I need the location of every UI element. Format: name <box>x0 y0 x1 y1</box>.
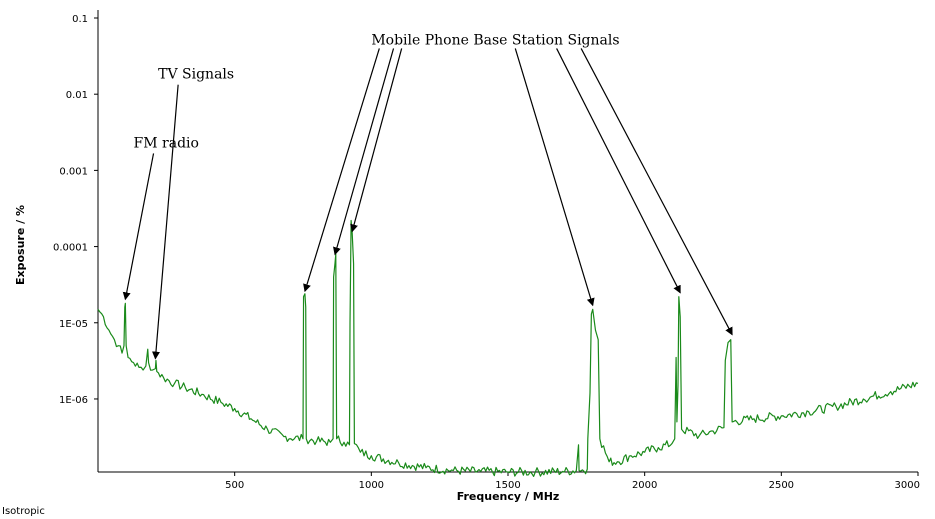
y-tick-label: 1E-06 <box>59 395 88 406</box>
x-tick-label: 2000 <box>632 480 657 491</box>
annotation-label: FM radio <box>134 135 199 151</box>
x-axis-title: Frequency / MHz <box>457 490 560 503</box>
series-layer <box>97 219 919 477</box>
y-axis-ticks: 0.1 0.01 0.001 0.0001 1E-05 1E-06 <box>53 14 98 406</box>
x-tick-label: 500 <box>225 480 244 491</box>
y-axis-title: Exposure / % <box>14 205 27 285</box>
footer-label: Isotropic <box>2 506 45 517</box>
series-line <box>97 219 919 477</box>
annotation-arrow <box>303 48 380 293</box>
y-tick-label: 0.1 <box>72 14 88 25</box>
annotation-arrow <box>556 48 681 294</box>
annotation-arrow <box>122 153 155 301</box>
annotation-arrow <box>151 84 179 360</box>
y-tick-label: 0.001 <box>59 166 88 177</box>
annotation-arrow <box>580 48 733 336</box>
annotation-arrow <box>350 48 403 233</box>
x-tick-label: 1500 <box>495 480 520 491</box>
annotation-label: Mobile Phone Base Station Signals <box>371 32 619 48</box>
x-tick-label: 1000 <box>359 480 384 491</box>
x-axis-ticks: 500 1000 1500 2000 2500 3000 <box>225 472 920 491</box>
annotation-label: TV Signals <box>158 67 234 83</box>
y-tick-label: 0.0001 <box>53 243 88 254</box>
y-tick-label: 1E-05 <box>59 319 88 330</box>
x-tick-label: 2500 <box>769 480 794 491</box>
y-tick-label: 0.01 <box>66 90 88 101</box>
annotations-layer: FM radio TV Signals Mobile Phone Base Stat… <box>122 32 733 360</box>
annotation-arrow <box>333 48 395 256</box>
x-tick-label: 3000 <box>895 480 920 491</box>
annotation-arrow <box>514 48 595 307</box>
